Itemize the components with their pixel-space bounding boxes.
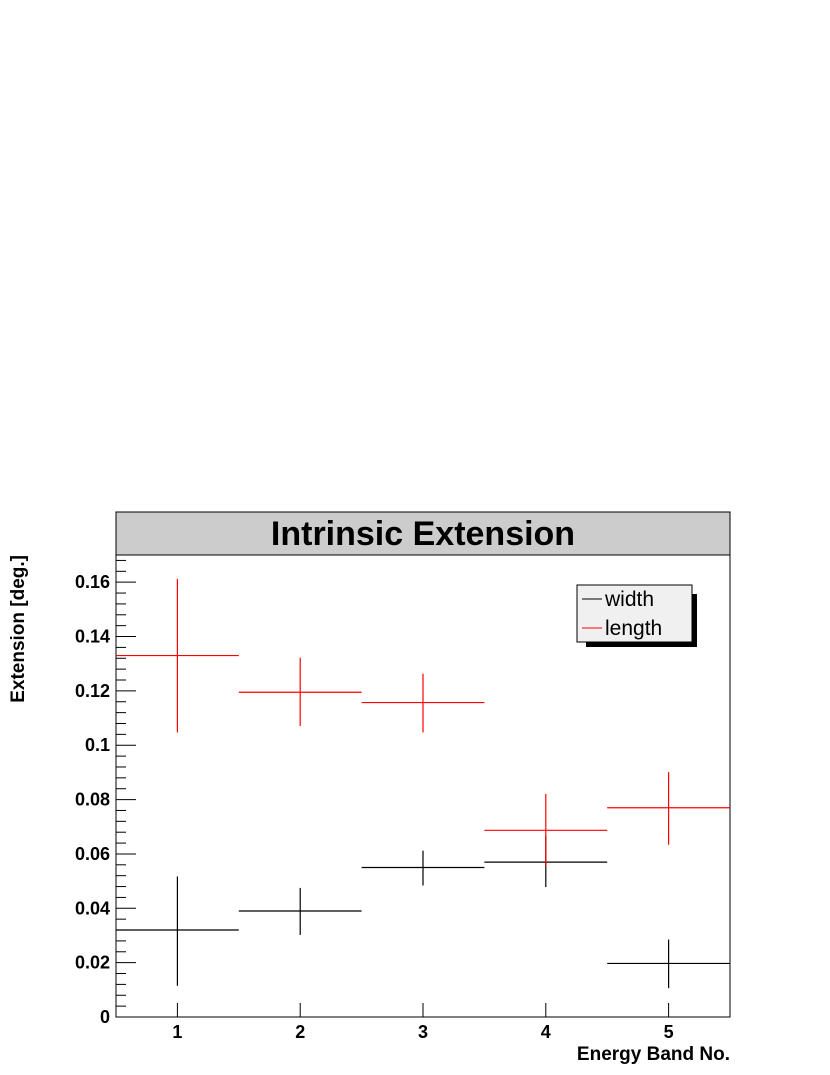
- y-tick-label: 0.02: [75, 953, 110, 973]
- chart-title: Intrinsic Extension: [271, 515, 575, 553]
- y-tick-label: 0.06: [75, 844, 110, 864]
- y-tick-label: 0.14: [75, 627, 110, 647]
- x-tick-label: 2: [295, 1022, 305, 1042]
- title-box: [115, 511, 731, 556]
- y-axis: 0 0.02 0.04 0.06 0.08 0.1 0.12 0.14 0.16: [75, 559, 136, 1027]
- legend-label-width: width: [604, 588, 654, 611]
- legend-box: [576, 584, 693, 643]
- x-axis: 1 2 3 4 5: [172, 1003, 674, 1042]
- y-tick-label: 0: [100, 1007, 110, 1027]
- y-tick-label: 0.08: [75, 790, 110, 810]
- legend: width length: [576, 584, 697, 647]
- x-tick-label: 4: [541, 1022, 551, 1042]
- y-tick-label: 0.16: [75, 572, 110, 592]
- x-axis-title: Energy Band No.: [577, 1044, 730, 1065]
- y-tick-label: 0.12: [75, 681, 110, 701]
- x-tick-label: 1: [172, 1022, 182, 1042]
- y-tick-label: 0.1: [85, 735, 110, 755]
- x-tick-label: 5: [664, 1022, 674, 1042]
- legend-label-length: length: [605, 617, 662, 640]
- y-axis-title: Extension [deg.]: [8, 555, 29, 703]
- data-marks: [116, 578, 730, 989]
- x-tick-label: 3: [418, 1022, 428, 1042]
- y-tick-label: 0.04: [75, 898, 110, 918]
